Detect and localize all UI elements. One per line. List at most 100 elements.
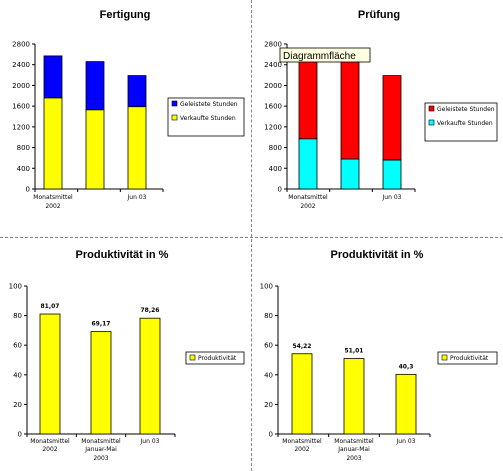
- chart-fertigung[interactable]: Fertigung 0 400 800 1200 1600 2000 2400 2800 Mona…: [0, 0, 250, 236]
- category-label: 2002: [294, 446, 309, 453]
- y-tick-label: 60: [264, 342, 273, 350]
- chart-svg: Produktivität in % 0 20 40 60 80 100 54,22 Monat…: [260, 249, 498, 462]
- chart-svg: Produktivität in % 0 20 40 60 80 100 81,07 Monat…: [9, 249, 245, 462]
- chart-svg: Fertigung 0 400 800 1200 1600 2000 2400 2800 Mona…: [12, 9, 245, 210]
- category-label: Monatsmittel: [33, 194, 73, 201]
- y-tick-label: 0: [269, 431, 273, 439]
- bar: [43, 55, 63, 99]
- bar: [85, 109, 105, 190]
- legend-swatch: [441, 354, 448, 361]
- bar: [395, 373, 417, 435]
- legend-box: [437, 351, 498, 365]
- legend-label: Produktivität: [198, 355, 237, 362]
- y-tick-label: 100: [260, 283, 273, 291]
- legend-box: [185, 351, 245, 365]
- bar: [90, 331, 112, 435]
- data-label: 69,17: [92, 321, 111, 328]
- y-tick-label: 2000: [12, 82, 30, 90]
- category-label: Jun 03: [396, 438, 416, 445]
- y-tick-label: 1600: [12, 103, 30, 111]
- legend-box: [167, 97, 245, 137]
- legend-label: Produktivität: [450, 355, 489, 362]
- tooltip-text: Diagrammfläche: [283, 51, 356, 62]
- y-tick-label: 20: [13, 401, 22, 409]
- legend-swatch: [171, 100, 178, 107]
- vertical-divider: [251, 0, 252, 471]
- bar: [291, 353, 313, 435]
- y-tick-label: 400: [17, 165, 30, 173]
- category-label: Jun 03: [127, 194, 147, 201]
- bar: [340, 158, 360, 190]
- y-tick-label: 2800: [12, 41, 30, 49]
- y-tick-label: 1200: [12, 123, 30, 131]
- y-tick-label: 2400: [12, 61, 30, 69]
- y-tick-label: 1200: [264, 123, 282, 131]
- bar: [340, 60, 360, 160]
- chart-title: Prüfung: [358, 9, 400, 21]
- bar: [127, 106, 147, 190]
- bar: [382, 159, 402, 190]
- bar: [127, 75, 147, 108]
- bar: [343, 358, 365, 435]
- data-label: 78,26: [141, 307, 160, 314]
- category-label: Jun 03: [382, 194, 402, 201]
- y-tick-label: 800: [269, 144, 282, 152]
- legend-swatch: [189, 354, 196, 361]
- category-label: 2002: [45, 203, 60, 210]
- bar: [382, 75, 402, 161]
- category-label: Monatsmittel: [30, 438, 70, 445]
- bar: [43, 97, 63, 190]
- data-label: 40,3: [399, 363, 414, 370]
- category-label: Monatsmittel: [282, 438, 322, 445]
- y-tick-label: 400: [269, 165, 282, 173]
- y-tick-label: 40: [13, 371, 22, 379]
- chart-title: Fertigung: [100, 9, 151, 21]
- chart-svg: Prüfung 0 400 800 1200 1600 2000 2400 2800 Monats…: [264, 9, 498, 210]
- chart-produktivitaet-left[interactable]: Produktivität in % 0 20 40 60 80 100 81,07 Monat…: [0, 238, 250, 471]
- y-tick-label: 20: [264, 401, 273, 409]
- legend-swatch: [428, 119, 435, 126]
- legend-label: Verkaufte Stunden: [437, 120, 493, 127]
- y-tick-label: 0: [278, 186, 282, 194]
- y-tick-label: 2400: [264, 61, 282, 69]
- legend-swatch: [428, 105, 435, 112]
- y-tick-label: 80: [13, 312, 22, 320]
- chart-title: Produktivität in %: [331, 249, 424, 261]
- category-label: Monatsmittel: [334, 438, 374, 445]
- y-tick-label: 1600: [264, 103, 282, 111]
- bar: [139, 317, 161, 435]
- category-label: 2002: [42, 446, 57, 453]
- data-label: 51,01: [345, 348, 364, 355]
- category-label: Monatsmittel: [288, 194, 328, 201]
- legend-label: Verkaufte Stunden: [180, 115, 236, 122]
- category-label: 2002: [300, 203, 315, 210]
- y-tick-label: 800: [17, 144, 30, 152]
- chart-produktivitaet-right[interactable]: Produktivität in % 0 20 40 60 80 100 54,22 Monat…: [252, 238, 503, 471]
- category-label: Januar-Mai: [337, 446, 370, 453]
- category-label: 2003: [93, 455, 108, 462]
- category-label: Monatsmittel: [81, 438, 121, 445]
- data-label: 81,07: [41, 303, 60, 310]
- y-tick-label: 0: [26, 186, 30, 194]
- y-tick-label: 60: [13, 342, 22, 350]
- y-tick-label: 80: [264, 312, 273, 320]
- chart-pruefung[interactable]: Prüfung 0 400 800 1200 1600 2000 2400 2800 Monats…: [252, 0, 503, 236]
- horizontal-divider: [0, 237, 503, 238]
- data-label: 54,22: [293, 343, 312, 350]
- chart-title: Produktivität in %: [76, 249, 169, 261]
- legend-box: [424, 102, 498, 142]
- bar: [85, 61, 105, 111]
- legend-swatch: [171, 114, 178, 121]
- y-tick-label: 2000: [264, 82, 282, 90]
- y-tick-label: 40: [264, 371, 273, 379]
- legend-label: Geleistete Stunden: [180, 101, 238, 108]
- y-tick-label: 2800: [264, 41, 282, 49]
- tooltip-box: [279, 47, 371, 63]
- category-label: Jun 03: [140, 438, 160, 445]
- y-tick-label: 0: [18, 431, 22, 439]
- bar: [298, 54, 318, 140]
- bar: [39, 313, 61, 435]
- legend-label: Geleistete Stunden: [437, 106, 495, 113]
- y-tick-label: 100: [9, 283, 22, 291]
- category-label: 2003: [346, 455, 361, 462]
